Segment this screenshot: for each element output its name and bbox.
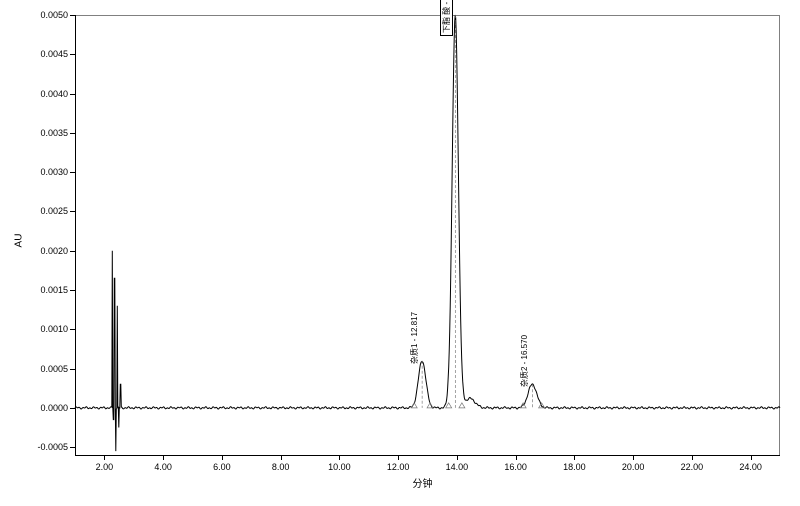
peak-label: 下脂 酸 - 13.946	[440, 0, 453, 36]
peak-label: 杂质2 - 16.570	[519, 335, 530, 387]
chromatogram-trace	[0, 0, 800, 506]
chromatogram-chart: -0.00050.00000.00050.00100.00150.00200.0…	[0, 0, 800, 506]
peak-label: 杂质1 - 12.817	[409, 312, 420, 364]
